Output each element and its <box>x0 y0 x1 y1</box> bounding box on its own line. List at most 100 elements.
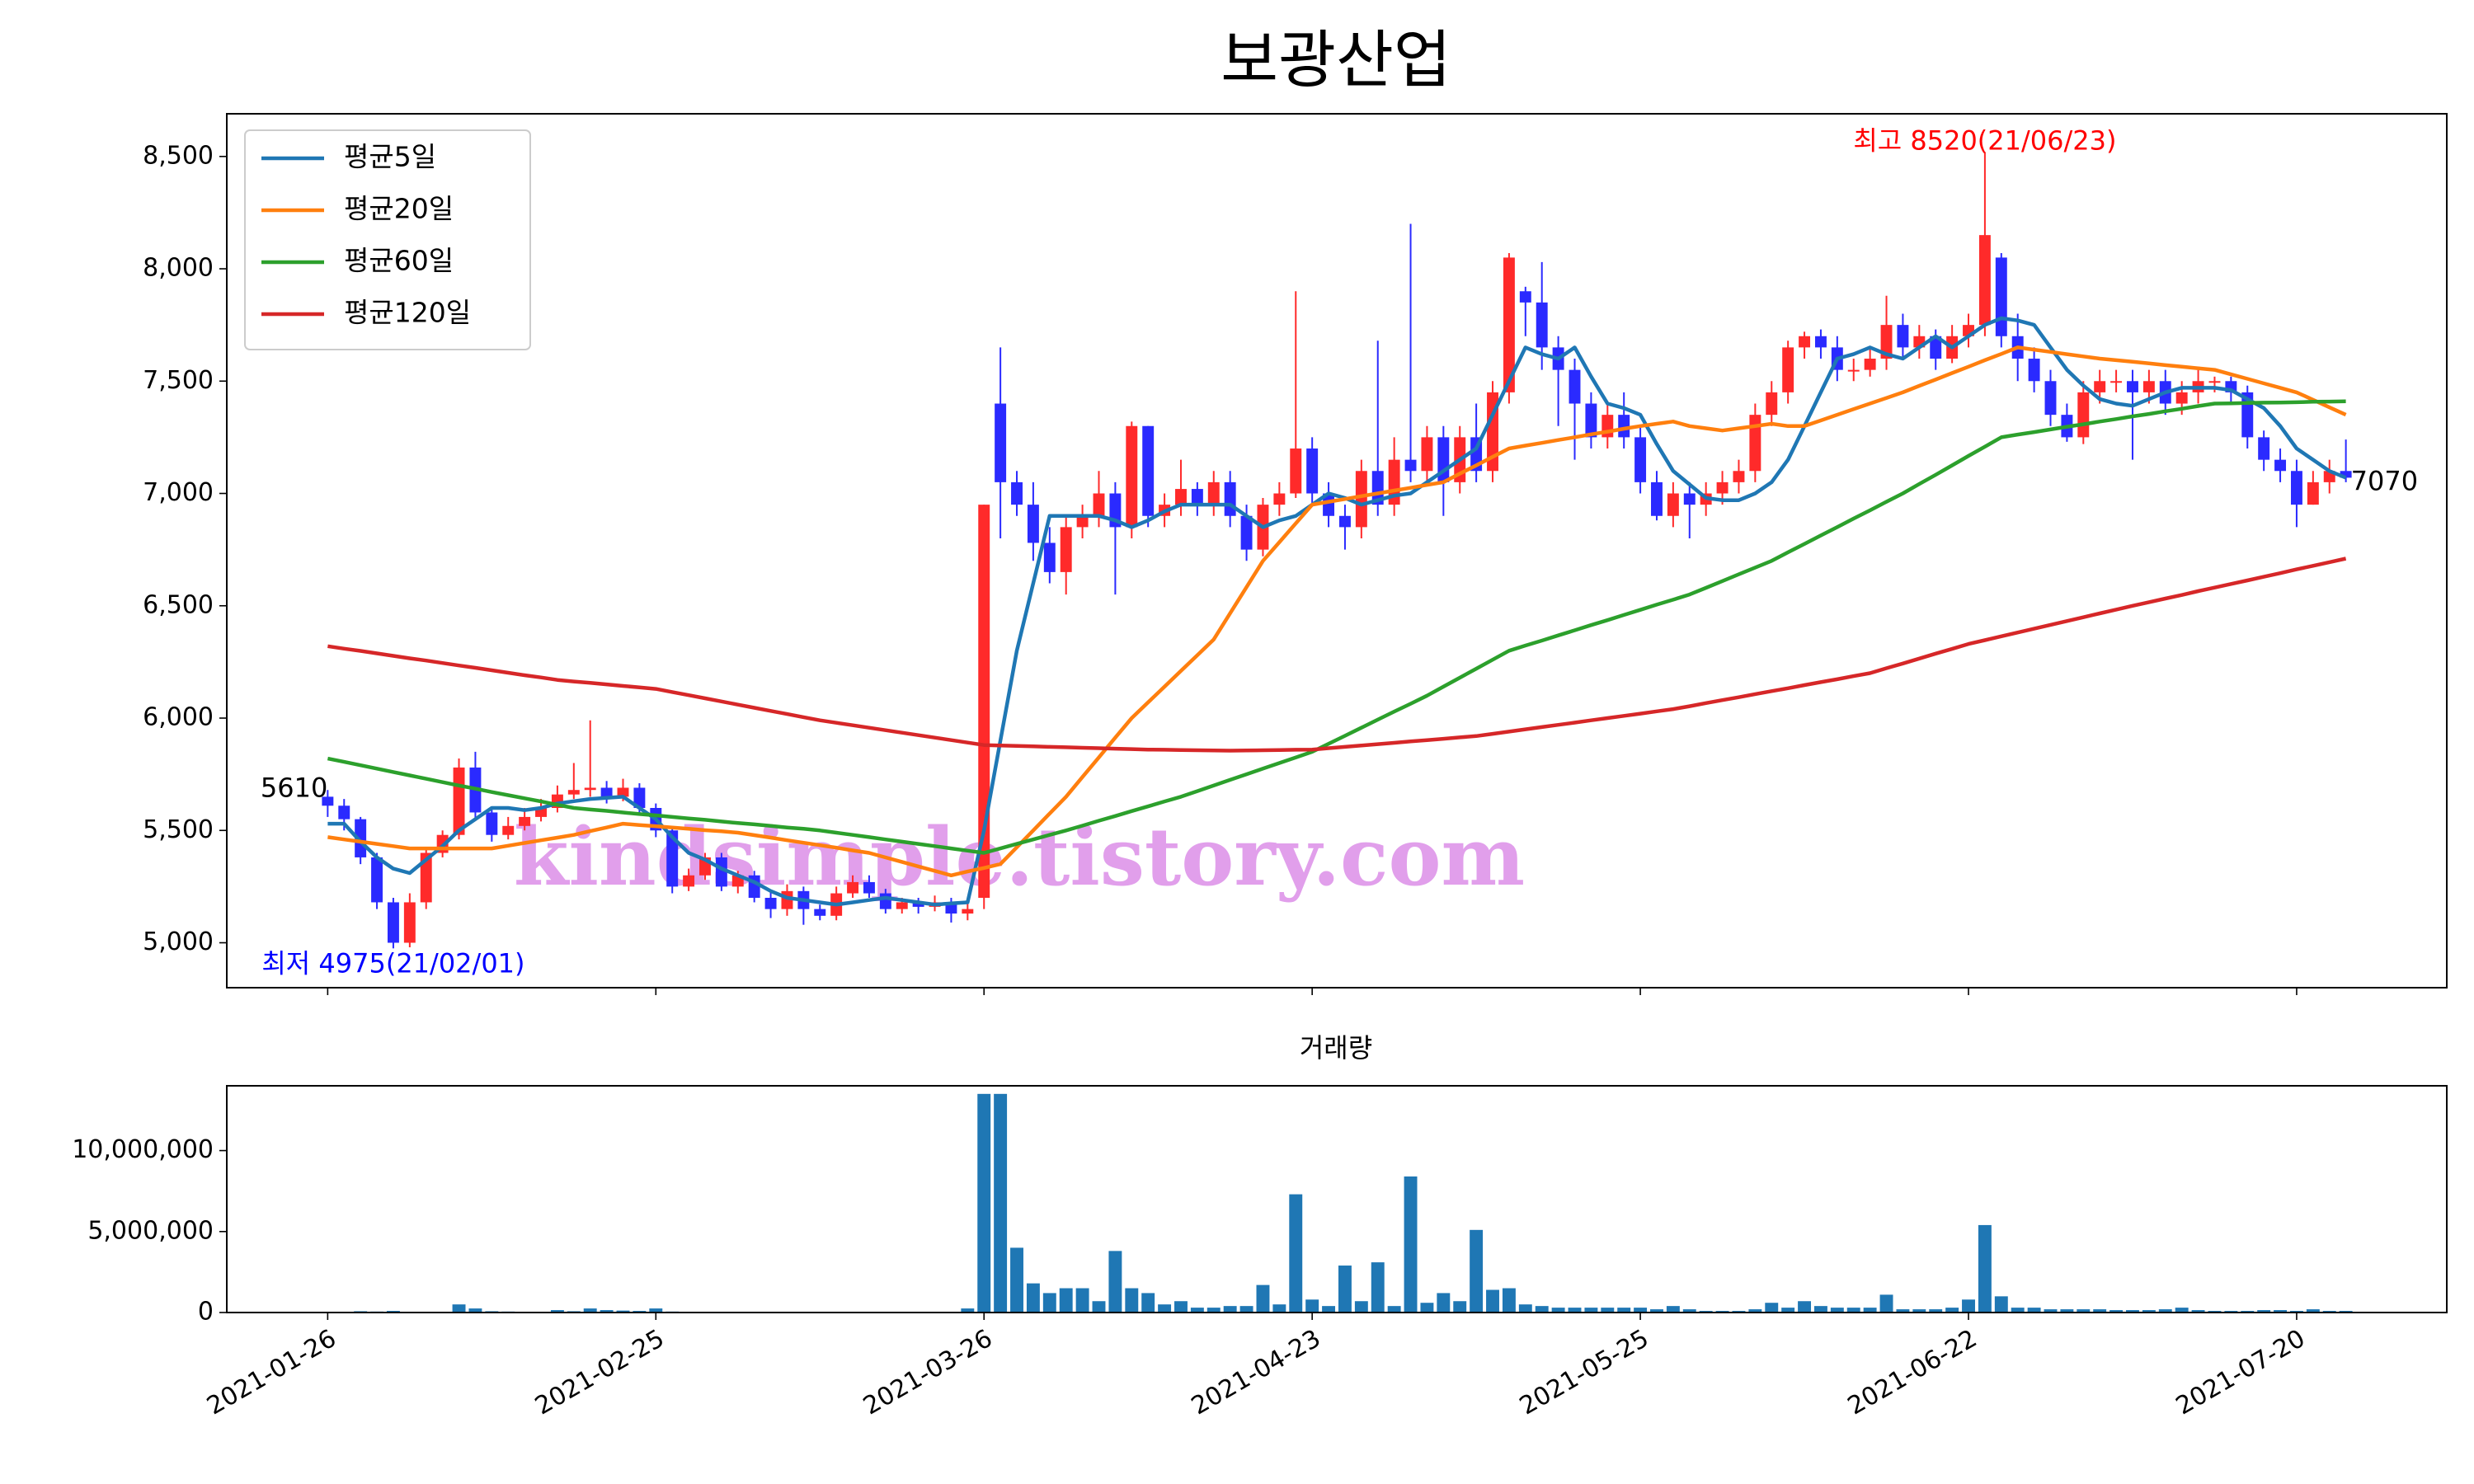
volume-title: 거래량 <box>1300 1032 1372 1064</box>
candle-body <box>633 787 646 809</box>
volume-bar <box>1798 1301 1812 1313</box>
candle-body <box>2208 381 2221 383</box>
candle-body <box>1766 392 1778 416</box>
candle-body <box>1404 459 1417 472</box>
candle-body <box>2094 381 2106 392</box>
candle-body <box>1142 425 1155 516</box>
candle-body <box>1273 493 1286 505</box>
candle-body <box>2274 459 2287 472</box>
volume-bar <box>1289 1194 1303 1313</box>
candle-body <box>1618 415 1630 438</box>
candle-body <box>1864 359 1876 370</box>
candle-body <box>1371 471 1384 505</box>
candle-body <box>2175 392 2188 404</box>
price-axes-frame <box>226 113 2448 989</box>
volume-bar <box>1239 1306 1253 1313</box>
volume-bar <box>1601 1308 1615 1313</box>
volume-bar <box>1223 1306 1237 1313</box>
volume-bar <box>2257 1310 2271 1313</box>
candle-body <box>666 830 679 887</box>
y-tick-label: 7,000 <box>143 478 214 507</box>
volume-bar <box>1994 1296 2008 1313</box>
volume-bar <box>583 1308 597 1313</box>
volume-bar <box>1026 1283 1040 1313</box>
y-tick-label: 8,500 <box>143 141 214 170</box>
volume-bar <box>2191 1310 2205 1313</box>
candle-body <box>502 825 515 835</box>
volume-bar <box>1010 1247 1023 1313</box>
volume-bar <box>1912 1309 1926 1313</box>
volume-bar <box>1551 1308 1565 1313</box>
volume-bar <box>1666 1306 1680 1313</box>
volume-bar <box>1420 1303 1434 1313</box>
volume-bar <box>961 1308 975 1313</box>
volume-bar <box>2274 1310 2288 1313</box>
y-tick-label: 0 <box>198 1298 214 1327</box>
volume-bar <box>1042 1293 1056 1313</box>
ma-line <box>327 345 2347 878</box>
volume-bar <box>2126 1310 2139 1313</box>
volume-bar <box>2027 1308 2041 1313</box>
volume-axes-frame <box>226 1085 2448 1313</box>
candle-body <box>1126 425 1138 528</box>
candle-body <box>322 796 334 806</box>
candle-body <box>1503 257 1515 392</box>
volume-bar <box>1470 1229 1484 1313</box>
volume-bar <box>1190 1308 1204 1313</box>
volume-bar <box>1174 1301 1188 1313</box>
legend-label: 평균5일 <box>344 141 436 173</box>
chart-title: 보광산업 <box>1221 23 1451 96</box>
volume-bar <box>1272 1304 1286 1313</box>
volume-bar <box>1158 1304 1172 1313</box>
candle-body <box>420 852 432 903</box>
candle-body <box>764 898 777 909</box>
candle-body <box>879 893 891 909</box>
candle-body <box>1060 527 1072 572</box>
candle-body <box>1978 235 1991 326</box>
candle-body <box>1799 336 1811 348</box>
volume-bar <box>2011 1308 2025 1313</box>
legend-label: 평균20일 <box>344 193 454 225</box>
candle-body <box>519 816 531 826</box>
volume-bar <box>1437 1293 1451 1313</box>
volume-bar <box>1502 1288 1516 1313</box>
volume-bar <box>2175 1308 2189 1313</box>
high-annotation: 최고 8520(21/06/23) <box>1853 124 2116 156</box>
candle-body <box>814 909 826 916</box>
volume-bar <box>1141 1293 1155 1313</box>
candle-body <box>1733 471 1745 482</box>
candle-body <box>1930 336 1942 359</box>
candle-body <box>2258 437 2270 460</box>
candle-body <box>1585 403 1597 438</box>
volume-bar <box>977 1093 991 1313</box>
candle-body <box>1569 369 1581 404</box>
volume-bar <box>1075 1288 1089 1313</box>
volume-bar <box>1945 1308 1959 1313</box>
ma-line <box>327 556 2347 753</box>
candle-body <box>403 902 416 943</box>
volume-bar <box>1748 1309 1762 1313</box>
candle-body <box>584 787 596 791</box>
y-tick-label: 7,500 <box>143 366 214 395</box>
volume-bar <box>1879 1294 1893 1313</box>
y-tick-label: 5,000,000 <box>87 1216 214 1245</box>
volume-bar <box>1863 1308 1877 1313</box>
volume-bar <box>1929 1309 1943 1313</box>
volume-bar <box>1896 1309 1910 1313</box>
candle-body <box>387 902 399 943</box>
candle-body <box>1306 448 1319 494</box>
candle-body <box>1683 493 1696 505</box>
y-tick-label: 5,500 <box>143 815 214 844</box>
volume-bar <box>1206 1308 1221 1313</box>
volume-bar <box>2158 1309 2172 1313</box>
candle-body <box>1338 515 1351 528</box>
candle-body <box>567 790 580 795</box>
candle-body <box>847 881 859 894</box>
y-tick-label: 6,000 <box>143 703 214 732</box>
y-tick-label: 8,000 <box>143 254 214 283</box>
first-close-label: 5610 <box>261 772 327 803</box>
volume-bar <box>2044 1309 2058 1313</box>
volume-bar <box>994 1093 1008 1313</box>
candle-body <box>2028 359 2040 382</box>
